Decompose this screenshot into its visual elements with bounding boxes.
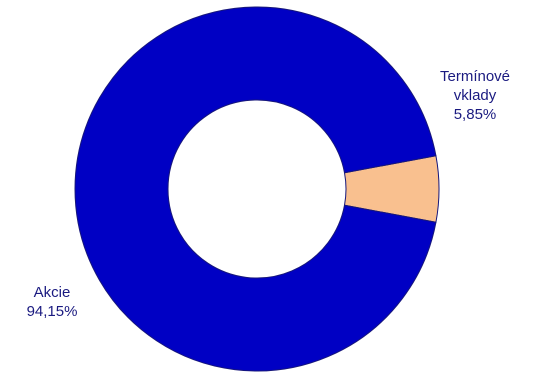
slice-label-terminove-vklady: Termínové vklady 5,85% [440,68,510,123]
donut-slice-akcie [74,6,437,372]
slice-value-label: 94,15% [27,303,78,320]
slice-name-label: vklady [454,87,497,104]
slice-label-akcie: Akcie 94,15% [27,284,78,320]
slice-name-label: Termínové [440,68,510,85]
slice-value-label: 5,85% [454,106,497,123]
slice-name-label: Akcie [34,284,71,301]
